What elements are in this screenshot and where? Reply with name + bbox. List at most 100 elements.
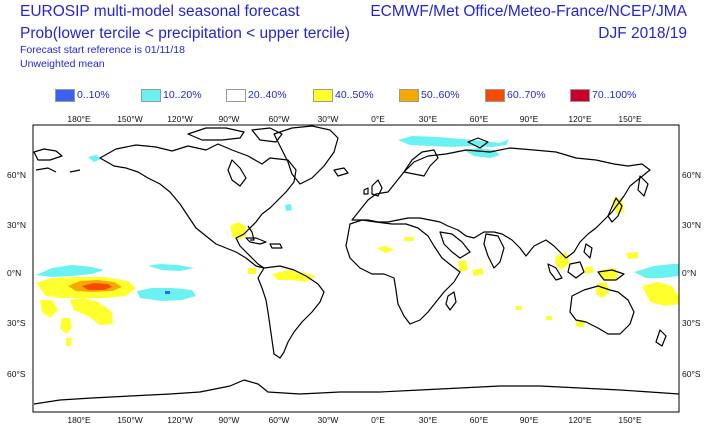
lat-label: 30°S — [682, 318, 701, 328]
shade-yellow — [458, 260, 468, 272]
lon-label: 0°E — [371, 415, 385, 425]
legend-swatch — [570, 89, 590, 102]
shade-yellow — [376, 246, 394, 253]
coast-japan — [607, 197, 623, 223]
coast-aleutians — [35, 167, 81, 173]
map-subtitle: Prob(lower tercile < precipitation < upp… — [20, 25, 350, 42]
shade-cyan — [148, 264, 194, 271]
shade-yellow — [596, 282, 610, 298]
shade-yellow — [546, 316, 552, 320]
lat-label: 60°N — [7, 170, 26, 180]
lon-labels-bottom: 180°E 150°W 120°W 90°W 60°W 30°W 0°E 30°… — [67, 415, 642, 425]
lat-label: 60°N — [682, 170, 701, 180]
centres-label: ECMWF/Met Office/Meteo-France/NCEP/JMA — [370, 3, 687, 20]
lon-label: 30°E — [419, 415, 438, 425]
coast-south-america — [257, 265, 325, 359]
shade-yellow — [70, 298, 113, 325]
coast-sumatra — [547, 263, 563, 281]
lon-label: 90°E — [520, 415, 539, 425]
lon-label: 120°E — [568, 114, 592, 124]
lon-label: 60°E — [470, 415, 489, 425]
legend-label: 70..100% — [592, 89, 637, 101]
map-title: EUROSIP multi-model seasonal forecast — [20, 3, 300, 20]
coastlines — [33, 125, 680, 405]
shade-yellow — [584, 266, 594, 274]
legend-label: 50..60% — [421, 89, 460, 101]
legend-swatch — [485, 89, 505, 102]
season-label: DJF 2018/19 — [598, 25, 687, 42]
legend-label: 0..10% — [77, 89, 110, 101]
shade-cyan — [398, 136, 509, 147]
shade-yellow — [66, 338, 72, 346]
legend-label: 60..70% — [507, 89, 546, 101]
forecast-start-label: Forecast start reference is 01/11/18 — [20, 44, 185, 56]
shade-yellow — [642, 282, 679, 306]
coast-hudson-bay — [227, 159, 247, 187]
shade-yellow — [404, 237, 414, 241]
lat-label: 0°N — [682, 268, 696, 278]
lat-labels-left: 60°N 30°N 0°N 30°S 60°S — [7, 170, 26, 379]
coast-chukotka — [33, 148, 63, 161]
legend-swatch — [313, 89, 333, 102]
shade-red-orange — [82, 283, 112, 290]
lon-label: 60°W — [269, 114, 290, 124]
lon-label: 60°E — [470, 114, 489, 124]
shade-cyan — [464, 148, 500, 158]
coast-eurasia — [351, 147, 651, 259]
legend-label: 20..40% — [248, 89, 287, 101]
probability-shading — [36, 136, 679, 346]
legend-swatch — [226, 89, 246, 102]
legend-swatch — [55, 89, 75, 102]
shade-yellow — [60, 318, 72, 334]
lon-label: 120°W — [167, 415, 193, 425]
lon-label: 0°E — [371, 114, 385, 124]
coast-borneo — [567, 261, 585, 279]
coast-antarctica — [33, 379, 680, 405]
coast-scandinavia — [403, 149, 439, 177]
lon-label: 150°W — [117, 114, 143, 124]
shade-yellow — [626, 252, 638, 259]
lat-label: 30°S — [7, 318, 26, 328]
shade-yellow — [272, 270, 316, 282]
lon-label: 150°E — [618, 415, 642, 425]
coast-novaya-zemlya — [467, 137, 489, 149]
coast-madagascar — [445, 291, 457, 311]
legend-label: 40..50% — [335, 89, 374, 101]
legend-swatch — [399, 89, 419, 102]
shade-yellow — [472, 268, 484, 276]
lat-labels-right: 60°N 30°N 0°N 30°S 60°S — [682, 170, 701, 379]
lon-label: 120°W — [167, 114, 193, 124]
coast-canadian-archipelago — [187, 127, 283, 143]
lon-label: 30°E — [419, 114, 438, 124]
coast-iceland — [333, 167, 349, 177]
lat-label: 30°N — [682, 220, 701, 230]
shade-blue — [165, 291, 170, 294]
shade-yellow — [40, 300, 58, 318]
shade-yellow — [248, 268, 256, 274]
lon-label: 180°E — [67, 415, 91, 425]
shade-cyan — [88, 155, 101, 162]
lon-label: 90°E — [520, 114, 539, 124]
lon-label: 60°W — [269, 415, 290, 425]
shade-cyan — [36, 265, 104, 277]
lon-label: 150°W — [117, 415, 143, 425]
coast-new-guinea — [597, 269, 625, 281]
legend-label: 10..20% — [163, 89, 202, 101]
lat-label: 30°N — [7, 220, 26, 230]
coast-florida — [247, 225, 255, 241]
shade-yellow — [516, 306, 522, 310]
shade-cyan — [137, 288, 196, 301]
lat-label: 60°S — [7, 369, 26, 379]
lon-label: 180°E — [67, 114, 91, 124]
lon-label: 90°W — [219, 415, 240, 425]
shade-yellow — [555, 252, 570, 270]
lon-label: 150°E — [618, 114, 642, 124]
coast-cuba — [245, 237, 267, 245]
coast-australia — [569, 285, 635, 335]
coast-british-isles — [363, 179, 383, 197]
lon-label: 90°W — [219, 114, 240, 124]
lon-labels-top: 180°E 150°W 120°W 90°W 60°W 30°W 0°E 30°… — [67, 114, 642, 124]
shade-cyan — [634, 264, 679, 278]
lon-label: 30°W — [318, 114, 339, 124]
weighting-label: Unweighted mean — [20, 58, 105, 70]
